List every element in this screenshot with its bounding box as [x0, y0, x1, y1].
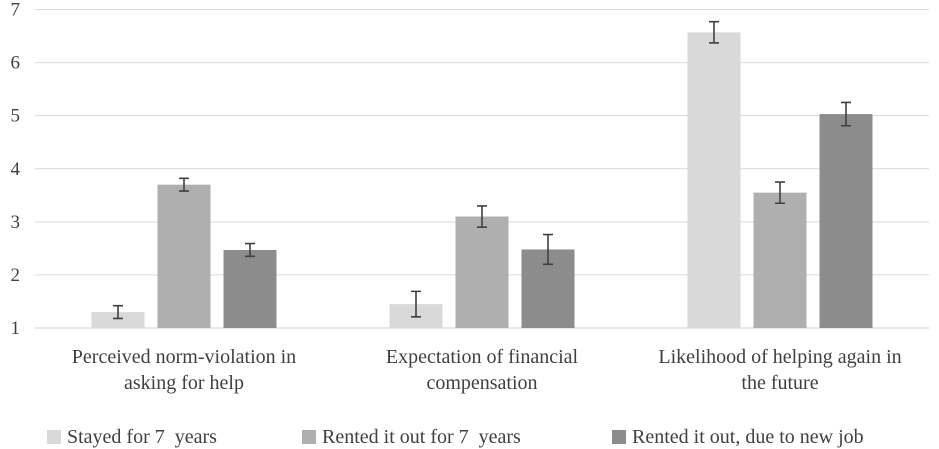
y-tick-label: 7 — [11, 0, 21, 21]
error-bar-series3-cat1 — [245, 242, 255, 258]
x-category-label: asking for help — [124, 372, 244, 394]
legend: Stayed for 7 years Rented it out for 7 ye… — [47, 426, 864, 448]
bar-series2-cat2 — [455, 216, 509, 328]
error-bar-series1-cat1 — [113, 304, 123, 320]
legend-label-3: Rented it out, due to new job — [632, 426, 864, 448]
bar-series2-cat3 — [753, 192, 807, 328]
x-category-label: Expectation of financial — [386, 346, 579, 368]
legend-label-1: Stayed for 7 years — [67, 426, 217, 448]
x-axis-labels: Perceived norm-violation in asking for he… — [72, 346, 902, 394]
y-tick-label: 3 — [11, 212, 21, 233]
bars — [91, 32, 873, 329]
error-bar-series3-cat3 — [841, 101, 851, 127]
error-bar-series1-cat3 — [709, 20, 719, 44]
y-tick-label: 5 — [11, 106, 21, 127]
y-tick-label: 6 — [11, 53, 21, 74]
bar-series1-cat3 — [687, 32, 741, 328]
y-axis-ticks: 1 2 3 4 5 6 7 — [11, 0, 21, 339]
bar-series3-cat3 — [819, 114, 873, 329]
y-tick-label: 4 — [11, 159, 21, 180]
x-category-label: Perceived norm-violation in — [72, 346, 296, 368]
bar-series1-cat1 — [91, 312, 145, 328]
y-tick-label: 1 — [11, 318, 21, 339]
error-bar-series3-cat2 — [543, 233, 553, 266]
x-category-label: compensation — [426, 372, 537, 394]
error-bars — [113, 20, 851, 320]
error-bar-series2-cat2 — [477, 205, 487, 228]
bar-series2-cat1 — [157, 184, 211, 328]
error-bar-series2-cat1 — [179, 177, 189, 192]
bar-series3-cat1 — [223, 249, 277, 328]
legend-label-2: Rented it out for 7 years — [322, 426, 521, 448]
y-tick-label: 2 — [11, 265, 21, 286]
legend-swatch-3 — [612, 430, 626, 444]
x-category-label: Likelihood of helping again in — [658, 346, 901, 368]
legend-swatch-2 — [302, 430, 316, 444]
legend-swatch-1 — [47, 430, 61, 444]
error-bar-series1-cat2 — [411, 290, 421, 318]
error-bar-series2-cat3 — [775, 181, 785, 205]
x-category-label: the future — [741, 372, 818, 394]
